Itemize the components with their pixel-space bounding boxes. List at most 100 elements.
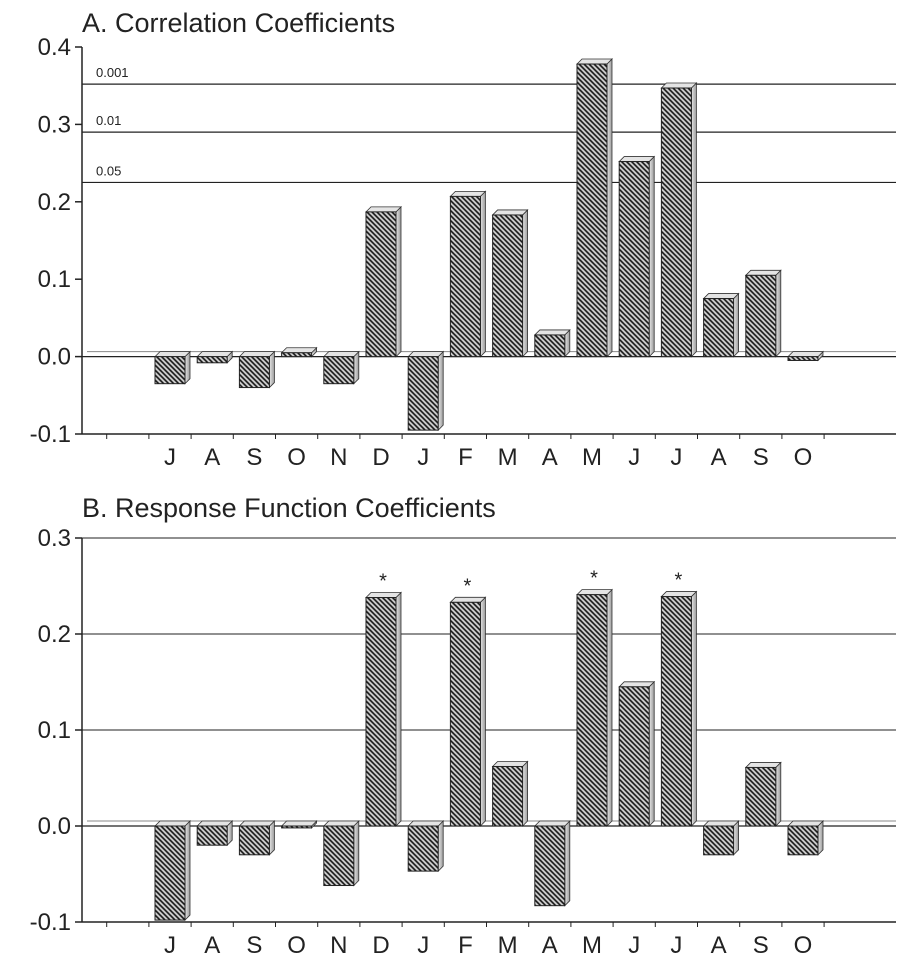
bar — [787, 820, 824, 856]
bar-top — [322, 351, 360, 358]
bar-side — [184, 820, 191, 922]
bar — [280, 346, 318, 358]
bar-top — [154, 820, 191, 827]
bar-front — [492, 214, 524, 358]
x-category-label: J — [628, 932, 640, 957]
bar-top — [238, 820, 276, 827]
bar-top — [196, 351, 234, 358]
y-tick-label: 0.0 — [38, 344, 71, 371]
x-category-label: N — [330, 444, 347, 471]
bar — [702, 292, 740, 358]
y-tick-label: 0.4 — [38, 34, 71, 61]
x-category-label: M — [582, 932, 602, 957]
bar-front — [407, 356, 439, 431]
bar-top — [491, 761, 529, 767]
bar-top — [533, 329, 571, 336]
bar-top — [280, 347, 318, 354]
bar — [280, 820, 318, 829]
bar — [238, 350, 276, 389]
bar-side — [733, 820, 739, 856]
bar — [449, 190, 487, 358]
bar-side — [522, 760, 528, 827]
bar-top — [702, 293, 740, 299]
y-tick-label: 0.1 — [38, 717, 71, 744]
bar-front — [323, 825, 355, 887]
bar-side — [395, 205, 402, 358]
bar-front — [365, 597, 397, 827]
bar-side — [479, 596, 486, 827]
bar-front — [576, 594, 608, 827]
bar — [322, 820, 360, 887]
x-category-label: S — [753, 932, 769, 957]
bar — [576, 588, 613, 827]
x-category-label: A — [204, 932, 220, 957]
bar-side — [564, 820, 571, 907]
bar-front — [449, 601, 481, 827]
bar-side — [775, 269, 782, 358]
x-category-label: F — [458, 932, 473, 957]
y-tick-label: 0.0 — [38, 813, 71, 840]
bar-side — [648, 680, 655, 827]
bar-top — [660, 82, 698, 89]
bar-front — [745, 274, 777, 358]
y-tick-label: 0.2 — [38, 621, 71, 648]
bar-top — [576, 589, 613, 596]
bar-front — [745, 766, 777, 827]
x-category-label: A — [204, 444, 220, 471]
bar-top — [154, 351, 191, 358]
bar-top — [491, 209, 529, 216]
bar-side — [395, 591, 402, 827]
bar-front — [703, 825, 735, 856]
x-category-label: O — [794, 444, 813, 471]
bar — [744, 761, 782, 827]
x-category-label: A — [711, 932, 727, 957]
y-tick-label: -0.1 — [30, 421, 71, 448]
x-category-label: J — [670, 932, 682, 957]
x-category-label: A — [711, 444, 727, 471]
bar-side — [606, 58, 613, 358]
bar-top — [744, 269, 782, 276]
x-category-label: J — [417, 444, 429, 471]
bar — [407, 350, 445, 432]
x-category-label: A — [542, 932, 558, 957]
bar-front — [365, 211, 397, 358]
x-category-label: D — [372, 444, 389, 471]
x-category-label: F — [458, 444, 473, 471]
bar-top — [576, 58, 613, 65]
bar-front — [196, 356, 228, 364]
x-category-label: O — [794, 932, 813, 957]
bar-front — [660, 596, 692, 827]
chart-title: A. Correlation Coefficients — [82, 8, 395, 38]
bar — [491, 760, 529, 827]
bar — [576, 58, 613, 358]
bar-side — [437, 350, 444, 432]
bar-front — [449, 195, 481, 358]
x-category-label: J — [670, 444, 682, 471]
bar-side — [733, 292, 739, 358]
bar-front — [196, 825, 228, 846]
bar-front — [154, 356, 186, 385]
bar-top — [787, 351, 824, 358]
panel-b-response-function: B. Response Function Coefficients 0.3 0.2 0… — [30, 493, 896, 957]
bar — [660, 590, 698, 827]
x-category-label: O — [287, 932, 306, 957]
bar-top — [618, 681, 656, 688]
significance-star: * — [464, 575, 472, 597]
x-category-label: J — [417, 932, 429, 957]
bar-front — [238, 825, 270, 856]
x-category-label: M — [582, 444, 602, 471]
x-category-label: J — [164, 932, 176, 957]
panel-a-correlation: A. Correlation Coefficients 0.001 0.01 0.05… — [30, 8, 896, 471]
bar — [196, 820, 234, 847]
bar-side — [691, 590, 697, 827]
significance-star: * — [675, 570, 683, 592]
bar — [491, 208, 529, 358]
x-category-label: A — [542, 444, 558, 471]
significance-star: * — [590, 568, 598, 590]
bar-side — [522, 208, 528, 358]
bar-side — [437, 820, 444, 873]
bar — [618, 155, 656, 358]
bar-top — [533, 820, 571, 827]
bar-top — [449, 190, 487, 197]
significance-label: 0.05 — [96, 163, 121, 178]
